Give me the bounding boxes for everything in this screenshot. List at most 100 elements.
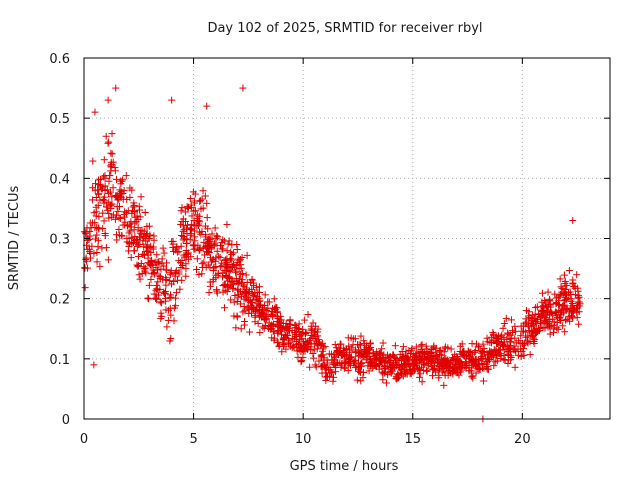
data-point (466, 349, 474, 357)
data-point (456, 347, 464, 355)
data-point (123, 234, 131, 242)
data-point (175, 257, 183, 265)
data-point (118, 190, 126, 198)
data-point (547, 309, 555, 317)
data-point (182, 272, 190, 280)
data-point (179, 215, 187, 223)
data-point (518, 347, 526, 355)
data-point (491, 347, 499, 355)
y-tick-label: 0.3 (49, 233, 70, 248)
data-point (133, 261, 141, 269)
data-point (423, 347, 431, 355)
data-point (351, 335, 359, 343)
data-point (466, 367, 474, 375)
data-point (307, 334, 315, 342)
data-point (261, 302, 269, 310)
data-point (456, 362, 464, 370)
data-point (177, 263, 185, 271)
data-point (428, 346, 436, 354)
data-point (530, 314, 538, 322)
data-point (157, 299, 165, 307)
data-point (100, 217, 108, 225)
data-point (224, 240, 232, 248)
data-point (576, 300, 584, 308)
data-point (161, 294, 169, 302)
data-point (177, 242, 185, 250)
data-point (278, 348, 286, 356)
chart-title: Day 102 of 2025, SRMTID for receiver rby… (207, 21, 482, 36)
data-point (327, 366, 335, 374)
data-point (264, 311, 272, 319)
data-point (423, 367, 431, 375)
data-point (444, 356, 452, 364)
data-point (254, 319, 262, 327)
data-point (288, 334, 296, 342)
data-point (157, 265, 165, 273)
data-point (538, 311, 546, 319)
data-point (331, 341, 339, 349)
data-point (486, 339, 494, 347)
data-point (116, 177, 124, 185)
data-point (195, 212, 203, 220)
data-point (239, 308, 247, 316)
data-point (144, 235, 152, 243)
data-point (451, 356, 459, 364)
data-point (566, 308, 574, 316)
data-point (100, 156, 108, 164)
data-point (269, 327, 277, 335)
data-point (562, 306, 570, 314)
data-point (239, 281, 247, 289)
data-point (156, 285, 164, 293)
data-point (279, 319, 287, 327)
data-point (205, 249, 213, 257)
data-point (483, 334, 491, 342)
data-point (210, 242, 218, 250)
data-point (410, 362, 418, 370)
data-point (140, 243, 148, 251)
data-point (216, 254, 224, 262)
data-point (107, 167, 115, 175)
data-point (297, 358, 305, 366)
data-point (212, 271, 220, 279)
data-point (152, 294, 160, 302)
data-point (430, 361, 438, 369)
data-point (379, 370, 387, 378)
data-point (166, 294, 174, 302)
data-point (211, 257, 219, 265)
data-point (104, 139, 112, 147)
data-point (493, 357, 501, 365)
data-point (384, 371, 392, 379)
data-point (508, 327, 516, 335)
data-point (379, 339, 387, 347)
data-point (144, 294, 152, 302)
data-point (377, 352, 385, 360)
data-point (132, 236, 140, 244)
data-point (458, 366, 466, 374)
data-point (390, 361, 398, 369)
data-point (510, 346, 518, 354)
data-point (518, 327, 526, 335)
data-point (166, 277, 174, 285)
data-point (135, 271, 143, 279)
data-point (99, 224, 107, 232)
data-point (246, 328, 254, 336)
data-point (500, 356, 508, 364)
data-point (516, 339, 524, 347)
data-point (295, 320, 303, 328)
data-point (462, 352, 470, 360)
data-point (293, 332, 301, 340)
data-point (136, 275, 144, 283)
data-point (493, 333, 501, 341)
data-point (356, 360, 364, 368)
data-point (201, 251, 209, 259)
data-point (91, 186, 99, 194)
data-point (136, 227, 144, 235)
data-point (131, 219, 139, 227)
data-point (436, 346, 444, 354)
data-point (231, 268, 239, 276)
data-point (93, 248, 101, 256)
data-point (147, 242, 155, 250)
data-point (230, 298, 238, 306)
data-point (127, 254, 135, 262)
